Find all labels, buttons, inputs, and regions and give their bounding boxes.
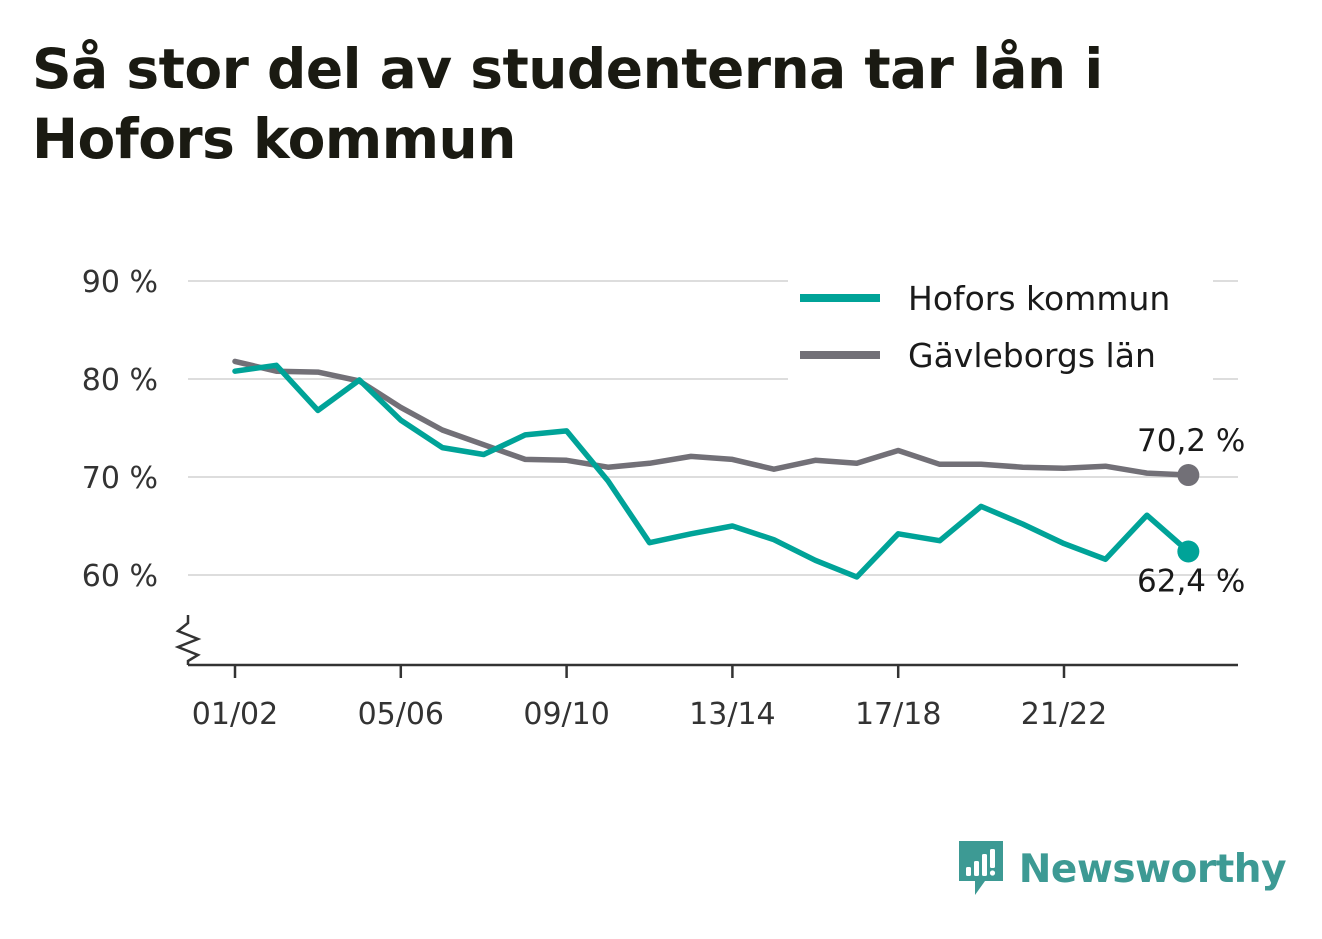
legend-label: Gävleborgs län — [908, 336, 1156, 375]
end-value-label: 62,4 % — [1137, 563, 1245, 599]
x-tick-label: 17/18 — [855, 697, 941, 732]
series-line — [232, 358, 1192, 478]
y-tick-label: 80 % — [82, 363, 158, 398]
y-tick-label: 90 % — [82, 265, 158, 300]
axis-break-symbol — [174, 615, 202, 665]
x-tick-label: 09/10 — [523, 697, 609, 732]
y-tick-label: 60 % — [82, 559, 158, 594]
y-tick-label: 70 % — [82, 461, 158, 496]
end-point-marker — [1177, 540, 1200, 563]
legend-label: Hofors kommun — [908, 279, 1170, 318]
line-chart: 90 % 80 % 70 % 60 % 01/02 05/06 09/10 13/14 17/… — [82, 265, 1246, 732]
x-tick-label: 05/06 — [358, 697, 444, 732]
chart-title: Så stor del av studenterna tar lån i Hof… — [32, 37, 1103, 171]
x-tick-label: 13/14 — [689, 697, 775, 732]
end-value-label: 70,2 % — [1137, 423, 1245, 459]
newsworthy-logo-icon — [958, 841, 1003, 895]
end-point-marker — [1177, 464, 1200, 487]
series-line — [232, 362, 1192, 580]
newsworthy-brand: Newsworthy — [955, 839, 1287, 899]
brand-name: Newsworthy — [1018, 846, 1287, 892]
x-tick-label: 01/02 — [192, 697, 278, 732]
legend-background — [788, 270, 1213, 385]
x-tick-label: 21/22 — [1021, 697, 1107, 732]
